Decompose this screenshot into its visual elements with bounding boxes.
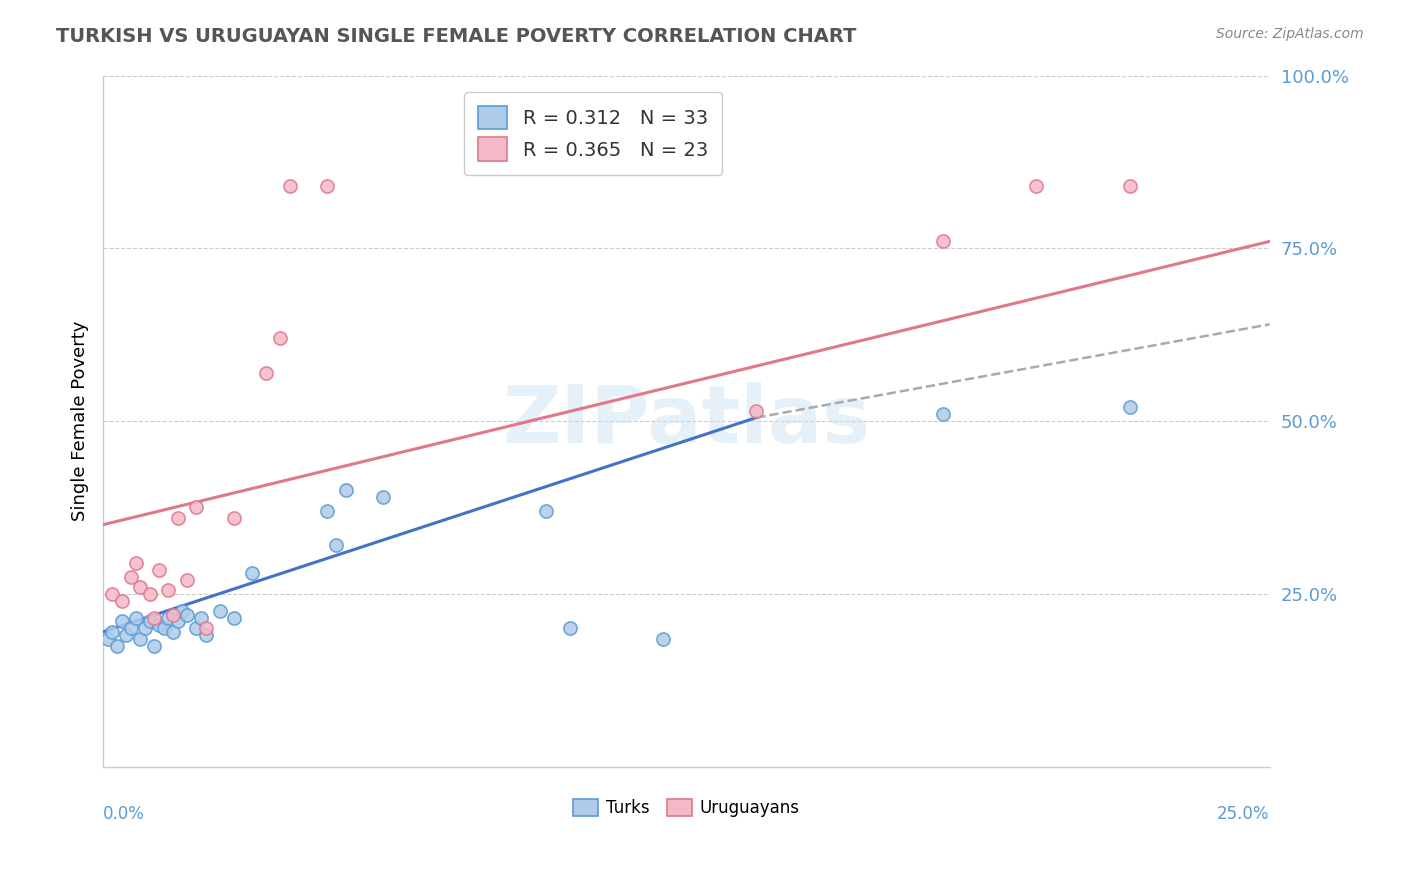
Point [186,500,208,515]
Point [97,632,120,646]
Point [176,607,198,622]
Point [278,179,301,194]
Point [115,628,138,642]
Point [129,632,152,646]
Point [194,628,217,642]
Point [558,621,581,635]
Point [190,611,212,625]
Point [745,403,768,417]
Point [316,504,339,518]
Point [111,615,134,629]
Point [166,510,188,524]
Point [148,618,170,632]
Point [208,604,231,618]
Point [152,621,174,635]
Point [148,563,170,577]
Point [143,611,166,625]
Point [101,624,124,639]
Text: ZIPatlas: ZIPatlas [502,382,870,460]
Point [371,490,394,504]
Text: 25.0%: 25.0% [1218,805,1270,822]
Y-axis label: Single Female Poverty: Single Female Poverty [72,321,89,521]
Point [162,624,184,639]
Point [157,583,180,598]
Point [652,632,675,646]
Point [932,407,955,421]
Point [222,510,245,524]
Point [325,538,347,552]
Point [256,366,278,380]
Point [269,331,291,345]
Point [176,573,198,587]
Point [143,639,166,653]
Point [139,587,162,601]
Point [120,621,142,635]
Point [120,569,142,583]
Point [1025,179,1047,194]
Point [222,611,245,625]
Legend: Turks, Uruguayans: Turks, Uruguayans [567,792,807,824]
Point [194,621,217,635]
Point [134,621,156,635]
Point [1118,401,1140,415]
Point [129,580,152,594]
Point [162,607,184,622]
Point [172,604,194,618]
Point [105,639,128,653]
Text: Source: ZipAtlas.com: Source: ZipAtlas.com [1216,27,1364,41]
Point [335,483,357,497]
Point [186,621,208,635]
Point [166,615,188,629]
Point [1118,179,1140,194]
Point [125,556,148,570]
Text: 0.0%: 0.0% [103,805,145,822]
Point [932,235,955,249]
Point [157,611,180,625]
Point [242,566,264,580]
Point [536,504,558,518]
Point [125,611,148,625]
Point [111,593,134,607]
Point [316,179,339,194]
Text: TURKISH VS URUGUAYAN SINGLE FEMALE POVERTY CORRELATION CHART: TURKISH VS URUGUAYAN SINGLE FEMALE POVER… [56,27,856,45]
Point [101,587,124,601]
Point [139,615,162,629]
